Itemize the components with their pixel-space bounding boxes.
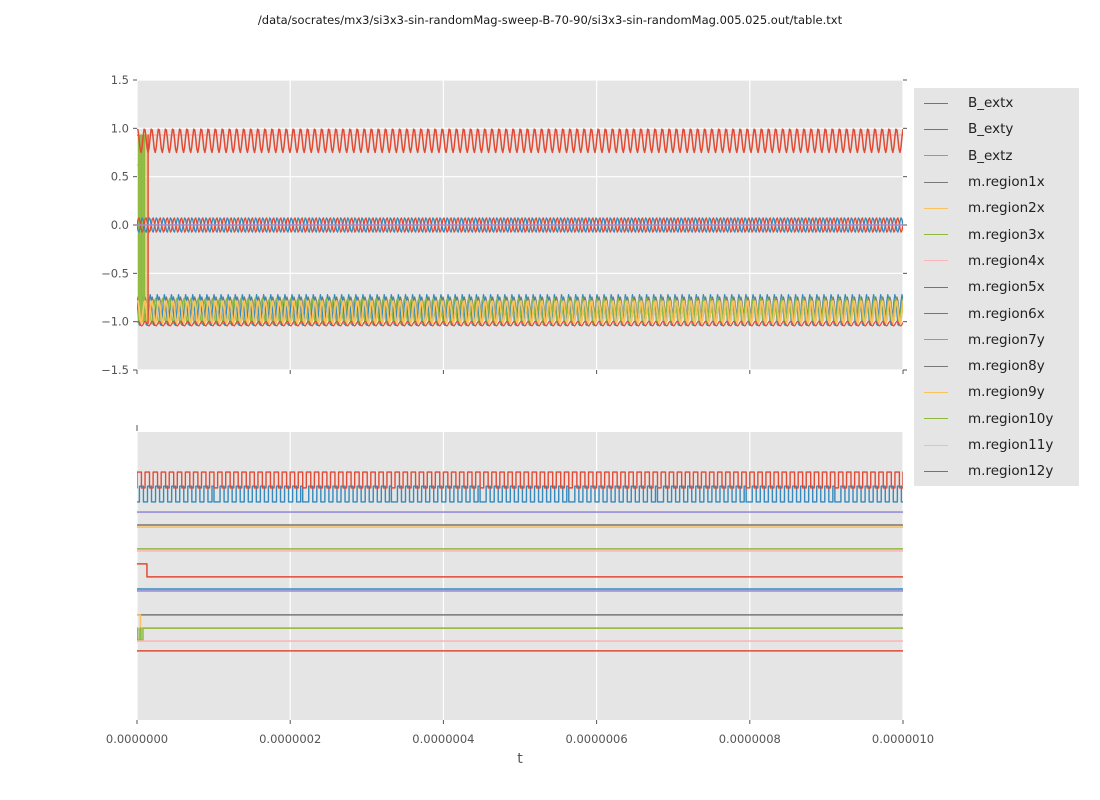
series-green-pulses [137, 627, 903, 641]
legend-entry: m.region9y [914, 379, 1079, 405]
bottom-plot-series [137, 471, 903, 652]
series-square-wave-blue [137, 485, 903, 503]
legend-line-sample [924, 470, 948, 472]
legend-entry: m.region10y [914, 406, 1079, 432]
legend-label: m.region2x [968, 200, 1045, 217]
x-tick-label: 0.0000002 [259, 732, 321, 746]
legend-line-sample [924, 260, 948, 262]
legend-entry: m.region7y [914, 327, 1079, 353]
legend-entry: m.region4x [914, 248, 1079, 274]
legend-line-sample [924, 207, 948, 209]
series-B_extx [137, 128, 903, 154]
legend-line-sample [924, 155, 948, 157]
y-tick-label: −0.5 [101, 266, 129, 280]
y-tick-label: −1.0 [101, 315, 129, 329]
legend-label: m.region7y [968, 331, 1045, 348]
legend-line-sample [924, 444, 948, 446]
legend-line-sample [924, 286, 948, 288]
x-tick-label: 0.0000006 [565, 732, 627, 746]
legend-line-sample [924, 391, 948, 393]
legend-label: m.region4x [968, 252, 1045, 269]
legend-entry: m.region1x [914, 169, 1079, 195]
x-tick-label: 0.0000010 [872, 732, 934, 746]
legend-line-sample [924, 234, 948, 236]
legend-label: B_extx [968, 95, 1014, 112]
series-m.region2x-transient [146, 134, 148, 322]
legend-entry: m.region2x [914, 195, 1079, 221]
y-tick-label: −1.5 [101, 363, 129, 377]
bottom-plot: 0.0000000 0.0000002 0.0000004 0.0000006 0.00… [106, 425, 934, 746]
series-square-wave-red [137, 471, 903, 489]
y-tick-label: 0.5 [111, 170, 129, 184]
legend-entry: m.region12y [914, 458, 1079, 484]
series-m.region2x [137, 300, 903, 325]
series-m.region5x-transient [147, 134, 149, 324]
legend-label: m.region6x [968, 305, 1045, 322]
y-tick-label: 0.0 [111, 218, 129, 232]
legend-label: m.region11y [968, 437, 1054, 453]
legend-label: m.region8y [968, 358, 1045, 375]
legend: B_extx B_exty B_extz m.region1x m.region2x m.… [914, 88, 1079, 487]
legend-label: m.region12y [968, 463, 1054, 480]
legend-label: B_extz [968, 147, 1013, 164]
series-m.region12y [137, 320, 903, 327]
legend-label: B_exty [968, 121, 1014, 138]
x-tick-label: 0.0000004 [412, 732, 474, 746]
series-red-step-down [137, 563, 903, 578]
legend-line-sample [924, 102, 948, 104]
legend-entry: B_exty [914, 116, 1079, 142]
legend-label: m.region1x [968, 174, 1045, 191]
legend-line-sample [924, 128, 948, 130]
legend-entry: m.region5x [914, 274, 1079, 300]
figure-title: /data/socrates/mx3/si3x3-sin-randomMag-s… [257, 13, 843, 27]
legend-entry: m.region3x [914, 221, 1079, 247]
legend-line-sample [924, 339, 948, 341]
legend-label: m.region5x [968, 279, 1045, 296]
legend-label: m.region10y [968, 410, 1054, 427]
x-tick-label: 0.0000008 [719, 732, 781, 746]
legend-entry: m.region11y [914, 432, 1079, 458]
legend-entry: B_extx [914, 90, 1079, 116]
legend-line-sample [924, 181, 948, 183]
top-plot: −1.5 −1.0 −0.5 0.0 0.5 1.0 1.5 [101, 73, 907, 377]
legend-entry: B_extz [914, 143, 1079, 169]
y-tick-label: 1.5 [111, 73, 129, 87]
legend-label: m.region3x [968, 226, 1045, 243]
legend-line-sample [924, 418, 948, 420]
legend-line-sample [924, 313, 948, 315]
legend-line-sample [924, 365, 948, 367]
y-tick-label: 1.0 [111, 121, 129, 135]
legend-label: m.region9y [968, 384, 1045, 401]
x-axis-label: t [517, 751, 523, 767]
legend-entry: m.region8y [914, 353, 1079, 379]
x-tick-label: 0.0000000 [106, 732, 168, 746]
top-plot-series [137, 128, 903, 327]
legend-entry: m.region6x [914, 300, 1079, 326]
